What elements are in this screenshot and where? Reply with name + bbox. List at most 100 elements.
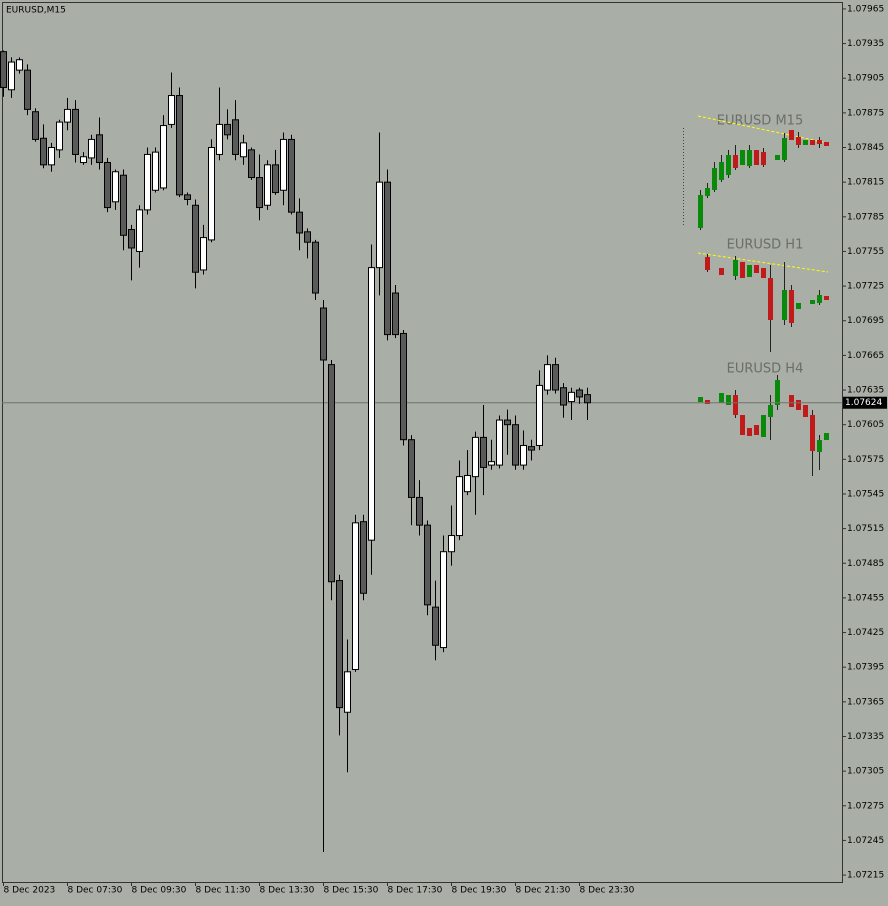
widget-trend xyxy=(697,115,829,144)
candle-body xyxy=(496,419,503,466)
candle-body xyxy=(200,237,207,271)
candle-body xyxy=(40,137,47,166)
candle-body xyxy=(72,108,79,155)
candle-body xyxy=(168,95,175,125)
candle-body xyxy=(192,204,199,273)
candle-body xyxy=(136,209,143,252)
candle-body xyxy=(360,521,367,594)
y-tick-label: 1.07605 xyxy=(847,420,884,430)
candle-body xyxy=(448,535,455,553)
candle-body xyxy=(184,194,191,200)
y-tick-label: 1.07395 xyxy=(847,663,884,673)
x-tick-label: 8 Dec 13:30 xyxy=(260,886,315,896)
x-tick-label: 8 Dec 2023 xyxy=(4,886,56,896)
candle-body xyxy=(104,162,111,209)
y-tick-label: 1.07425 xyxy=(847,628,884,638)
candle-body xyxy=(576,389,583,398)
widget-title: EURUSD H4 xyxy=(727,362,804,377)
current-price-box xyxy=(843,396,887,409)
candle-body xyxy=(296,211,303,234)
candle-body xyxy=(520,444,527,466)
y-tick-label: 1.07245 xyxy=(847,836,884,846)
candle-body xyxy=(216,123,223,155)
x-tick-label: 8 Dec 07:30 xyxy=(68,886,123,896)
x-tick-label: 8 Dec 17:30 xyxy=(388,886,443,896)
widget-title: EURUSD H1 xyxy=(727,238,804,253)
y-tick-label: 1.07905 xyxy=(847,74,884,84)
candle-body xyxy=(232,119,239,155)
y-tick-label: 1.07965 xyxy=(847,4,884,14)
candle-body xyxy=(456,476,463,537)
candle-body xyxy=(552,364,559,391)
y-tick-label: 1.07755 xyxy=(847,247,884,257)
candle-body xyxy=(312,241,319,294)
candle-body xyxy=(32,111,39,140)
y-tick-label: 1.07695 xyxy=(847,316,884,326)
candle-body xyxy=(392,292,399,336)
candle-body xyxy=(64,108,71,123)
y-tick-label: 1.07335 xyxy=(847,732,884,742)
candle-body xyxy=(160,125,167,189)
widget-bull xyxy=(698,138,829,452)
candle-body xyxy=(56,121,63,151)
candle-body xyxy=(352,522,359,671)
candle-body xyxy=(120,174,127,236)
mini-widgets: EURUSD M15 EURUSD H1 EURUSD H4 xyxy=(683,114,829,476)
y-tick-label: 1.07275 xyxy=(847,801,884,811)
plot-frame xyxy=(2,2,843,883)
candle-body xyxy=(528,446,535,451)
y-tick-label: 1.07545 xyxy=(847,489,884,499)
candle-body xyxy=(0,51,7,88)
y-tick-label: 1.07665 xyxy=(847,351,884,361)
y-tick-label: 1.07305 xyxy=(847,767,884,777)
y-tick-label: 1.07785 xyxy=(847,212,884,222)
candle-body xyxy=(536,384,543,446)
candle-body xyxy=(288,138,295,213)
y-tick-label: 1.07575 xyxy=(847,455,884,465)
candle-body xyxy=(304,231,311,243)
candle-body xyxy=(472,436,479,478)
y-tick-label: 1.07635 xyxy=(847,386,884,396)
candle-body xyxy=(208,147,215,241)
candle-body xyxy=(464,474,471,493)
y-tick-label: 1.07725 xyxy=(847,282,884,292)
candle-body xyxy=(248,149,255,179)
candle-body xyxy=(504,419,511,426)
widget-bear xyxy=(705,130,829,451)
y-tick-label: 1.07935 xyxy=(847,39,884,49)
candle-body xyxy=(256,177,263,209)
y-tick-label: 1.07515 xyxy=(847,524,884,534)
current-price-label: 1.07624 xyxy=(845,398,882,408)
candle-body xyxy=(344,671,351,713)
candle-body xyxy=(8,61,15,91)
x-tick-label: 8 Dec 23:30 xyxy=(580,886,635,896)
y-tick-label: 1.07815 xyxy=(847,178,884,188)
candle-body xyxy=(320,307,327,361)
candle-body xyxy=(48,147,55,166)
candle-body xyxy=(376,181,383,269)
candle-body xyxy=(384,181,391,336)
y-tick-label: 1.07365 xyxy=(847,697,884,707)
candle-body xyxy=(128,229,135,249)
x-tick-label: 8 Dec 11:30 xyxy=(196,886,251,896)
candle-body xyxy=(368,267,375,541)
candle-body xyxy=(272,164,279,194)
candle-body xyxy=(80,156,87,164)
candle-body xyxy=(416,496,423,526)
candle-body xyxy=(112,171,119,203)
candle-body xyxy=(560,387,567,406)
y-tick-label: 1.07875 xyxy=(847,108,884,118)
candle-body xyxy=(568,391,575,403)
candle-body xyxy=(152,151,159,191)
y-tick-label: 1.07455 xyxy=(847,593,884,603)
y-tick-label: 1.07845 xyxy=(847,143,884,153)
candle-body xyxy=(240,142,247,158)
y-tick-label: 1.07215 xyxy=(847,871,884,881)
candle-body xyxy=(280,138,287,191)
x-tick-label: 8 Dec 21:30 xyxy=(516,886,571,896)
candle-body xyxy=(424,524,431,606)
candle-body xyxy=(224,123,231,136)
candle-body xyxy=(144,153,151,211)
widget-title: EURUSD M15 xyxy=(717,114,803,129)
candle-body xyxy=(24,69,31,110)
